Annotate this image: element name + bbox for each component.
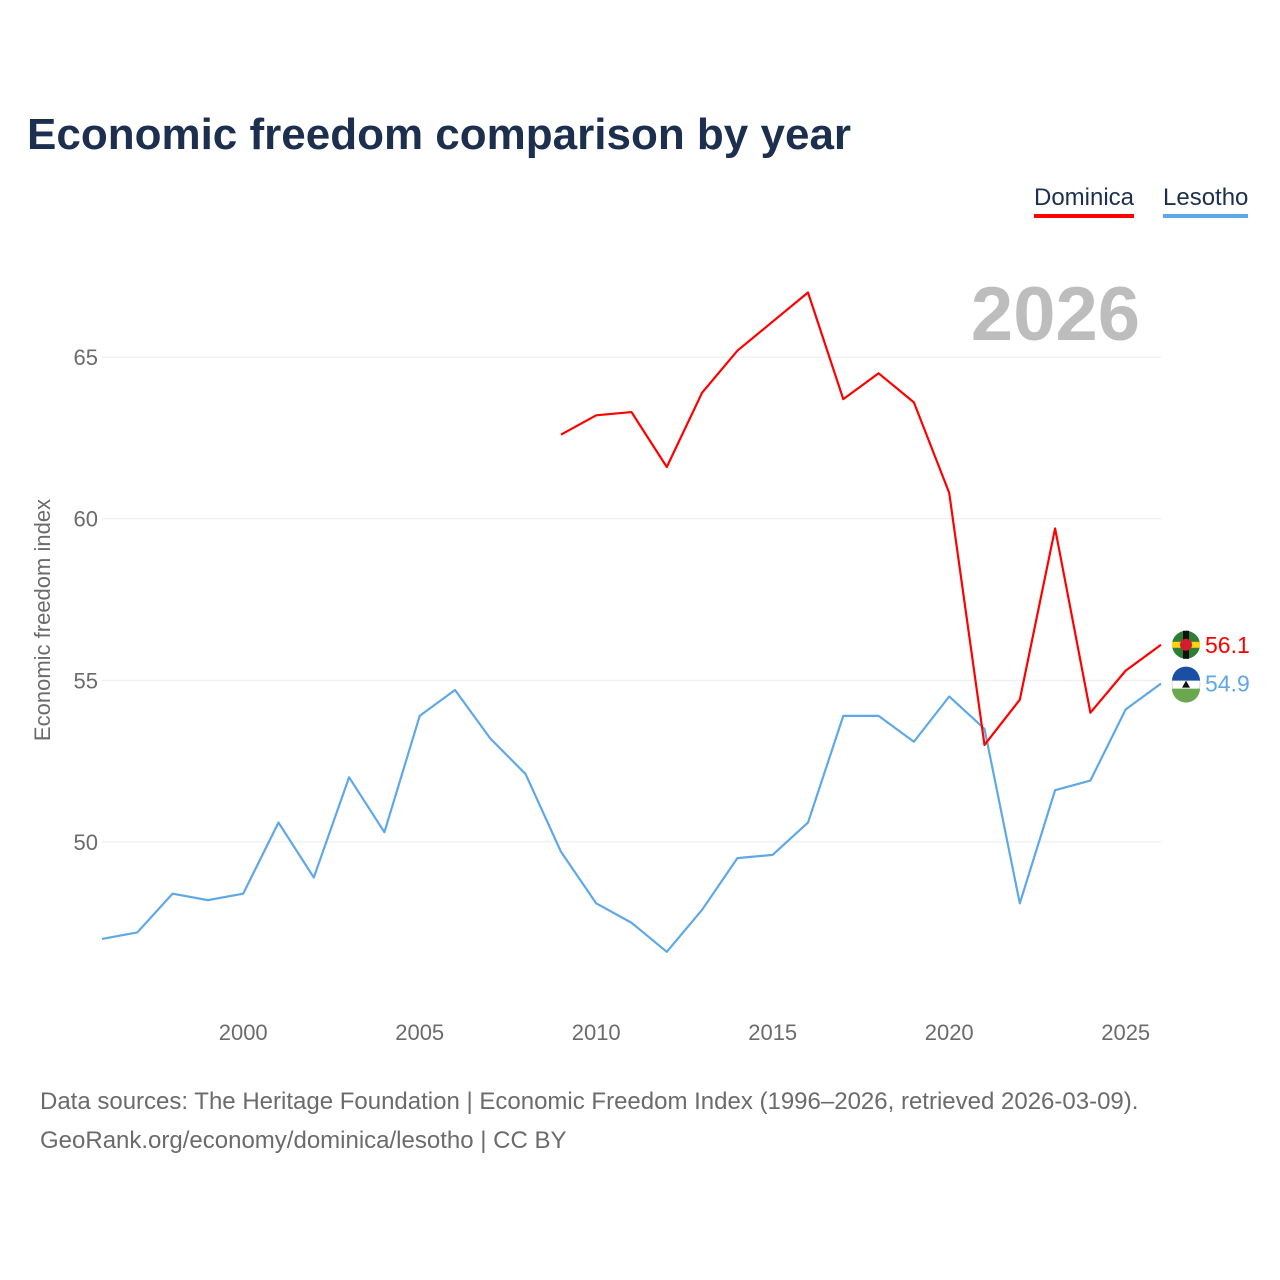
end-value-label: 56.1	[1205, 632, 1250, 658]
series-line-lesotho	[101, 682, 1162, 953]
y-axis-label: Economic freedom index	[30, 499, 55, 741]
y-tick-label: 50	[74, 830, 98, 855]
footer-link[interactable]: GeoRank.org/economy/dominica/lesotho | C…	[40, 1127, 567, 1154]
x-tick-label: 2025	[1101, 1020, 1150, 1045]
x-tick-label: 2005	[395, 1020, 444, 1045]
flag-stripe	[1172, 688, 1200, 703]
y-tick-label: 60	[74, 507, 98, 532]
x-tick-label: 2010	[572, 1020, 621, 1045]
legend-lesotho[interactable]: Lesotho	[1163, 184, 1249, 218]
x-tick-label: 2015	[748, 1020, 797, 1045]
x-tick-label: 2000	[219, 1020, 268, 1045]
end-value-label: 54.9	[1205, 671, 1250, 697]
y-tick-label: 65	[74, 345, 98, 370]
y-tick-label: 55	[74, 668, 98, 693]
footer-sources: Data sources: The Heritage Foundation | …	[40, 1088, 1139, 1115]
chart-title: Economic freedom comparison by year	[27, 110, 852, 159]
flag-hat	[1182, 680, 1190, 688]
flag-disc	[1180, 638, 1192, 651]
series-line-dominica	[560, 291, 1162, 747]
year-label: 2026	[971, 272, 1140, 357]
x-tick-label: 2020	[925, 1020, 974, 1045]
legend-dominica[interactable]: Dominica	[1034, 184, 1135, 218]
flag-stripe	[1172, 666, 1200, 681]
